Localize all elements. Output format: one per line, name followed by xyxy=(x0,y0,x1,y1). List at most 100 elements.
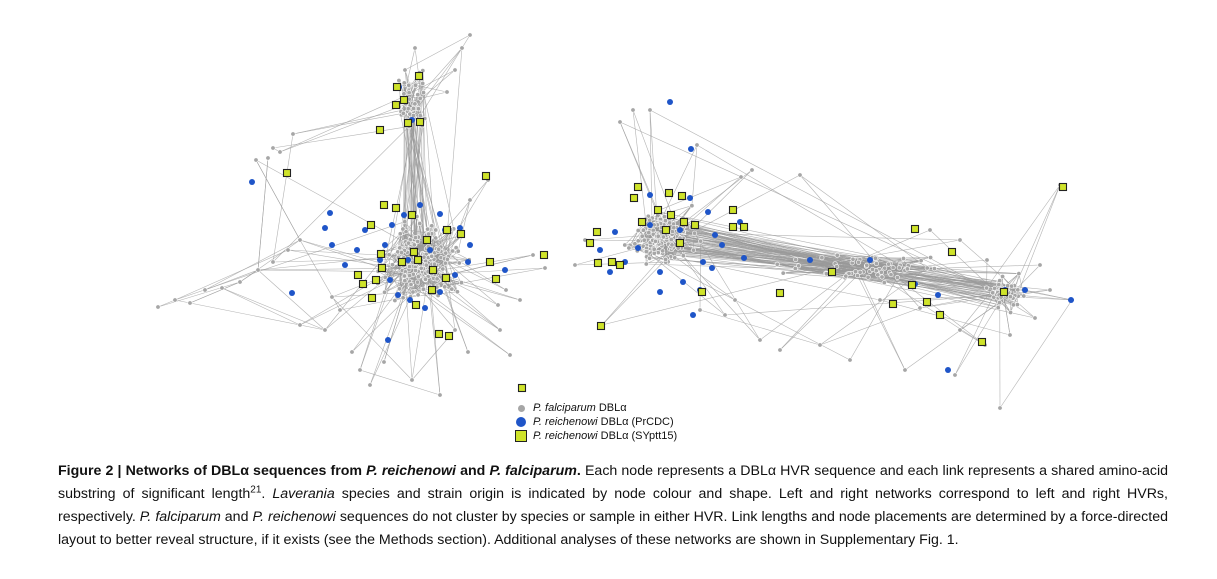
blue-node xyxy=(407,297,413,303)
network-link xyxy=(619,121,987,289)
network-link xyxy=(884,267,986,346)
yellow-node xyxy=(434,329,444,339)
blue-node xyxy=(657,269,663,275)
grey-node xyxy=(456,260,462,266)
left-network-blue-nodes xyxy=(249,84,508,343)
grey-node xyxy=(917,305,923,311)
network-link xyxy=(852,259,986,346)
legend-species: P. falciparum xyxy=(533,402,596,414)
grey-node xyxy=(413,267,419,273)
grey-node xyxy=(984,257,990,263)
grey-node xyxy=(888,272,894,278)
grey-node xyxy=(443,250,449,256)
grey-node xyxy=(881,280,887,286)
yellow-node xyxy=(391,100,401,110)
grey-node xyxy=(454,289,460,295)
grey-node xyxy=(661,214,667,220)
blue-node xyxy=(437,211,443,217)
blue-circle-icon xyxy=(516,417,526,427)
grey-node xyxy=(414,279,420,285)
yellow-node xyxy=(593,258,603,268)
network-link xyxy=(601,257,668,326)
grey-node xyxy=(255,267,261,273)
grey-node xyxy=(290,131,296,137)
grey-node xyxy=(680,253,686,259)
network-link xyxy=(1000,296,1036,319)
network-link xyxy=(383,265,400,289)
network-link xyxy=(724,294,1005,316)
network-link xyxy=(632,109,678,229)
network-link xyxy=(221,287,326,331)
blue-node xyxy=(647,192,653,198)
network-link xyxy=(414,291,439,296)
network-link xyxy=(420,91,448,99)
grey-node xyxy=(865,274,871,280)
network-link xyxy=(279,104,407,153)
network-link xyxy=(859,259,1000,286)
blue-node xyxy=(597,247,603,253)
left-hvr-network xyxy=(155,32,549,398)
grey-node xyxy=(997,405,1003,411)
yellow-node xyxy=(666,210,676,220)
grey-node xyxy=(413,235,419,241)
network-link xyxy=(696,144,901,266)
grey-node xyxy=(647,217,653,223)
grey-node xyxy=(429,223,435,229)
blue-node xyxy=(249,179,255,185)
network-link xyxy=(759,273,848,341)
reference-superscript: 21 xyxy=(250,484,262,496)
network-link xyxy=(672,169,753,249)
legend-item-falciparum: P. falciparum DBLα xyxy=(513,401,677,415)
yellow-node xyxy=(607,257,617,267)
legend-item-reichenowi-prcdc: P. reichenowi DBLα (PrCDC) xyxy=(513,415,677,429)
blue-node xyxy=(635,245,641,251)
grey-node xyxy=(386,252,392,258)
grey-node xyxy=(850,256,856,262)
network-link xyxy=(999,299,1073,409)
network-link xyxy=(377,271,414,293)
network-link xyxy=(656,176,742,212)
grey-node xyxy=(996,282,1002,288)
grey-node xyxy=(396,78,402,84)
yellow-node xyxy=(456,229,466,239)
grey-node xyxy=(882,265,888,271)
grey-node xyxy=(692,230,698,236)
yellow-node xyxy=(633,182,643,192)
grey-node xyxy=(927,227,933,233)
grey-node xyxy=(823,271,829,277)
blue-node xyxy=(437,289,443,295)
blue-node xyxy=(667,99,673,105)
grey-node xyxy=(757,337,763,343)
blue-node xyxy=(700,259,706,265)
blue-node xyxy=(719,242,725,248)
grey-node xyxy=(408,281,414,287)
right-network-yellow-nodes xyxy=(585,182,1068,347)
yellow-node xyxy=(358,279,368,289)
network-link xyxy=(663,228,1005,295)
grey-node xyxy=(337,307,343,313)
blue-node xyxy=(289,290,295,296)
grey-node xyxy=(455,248,461,254)
grey-node xyxy=(1015,287,1021,293)
grey-node xyxy=(671,225,677,231)
grey-node xyxy=(647,107,653,113)
grey-node xyxy=(265,155,271,161)
network-link xyxy=(404,69,456,97)
grey-node xyxy=(990,290,996,296)
blue-node xyxy=(680,279,686,285)
grey-node xyxy=(155,304,161,310)
network-link xyxy=(986,184,1061,289)
grey-node xyxy=(643,249,649,255)
blue-node xyxy=(387,277,393,283)
grey-node xyxy=(738,174,744,180)
grey-node xyxy=(952,372,958,378)
grey-node xyxy=(202,287,208,293)
yellow-node xyxy=(947,247,957,257)
blue-node xyxy=(647,222,653,228)
grey-node xyxy=(846,270,852,276)
grey-node xyxy=(449,286,455,292)
yellow-node xyxy=(999,287,1009,297)
grey-node xyxy=(297,237,303,243)
grey-node xyxy=(422,276,428,282)
yellow-node xyxy=(392,82,402,92)
